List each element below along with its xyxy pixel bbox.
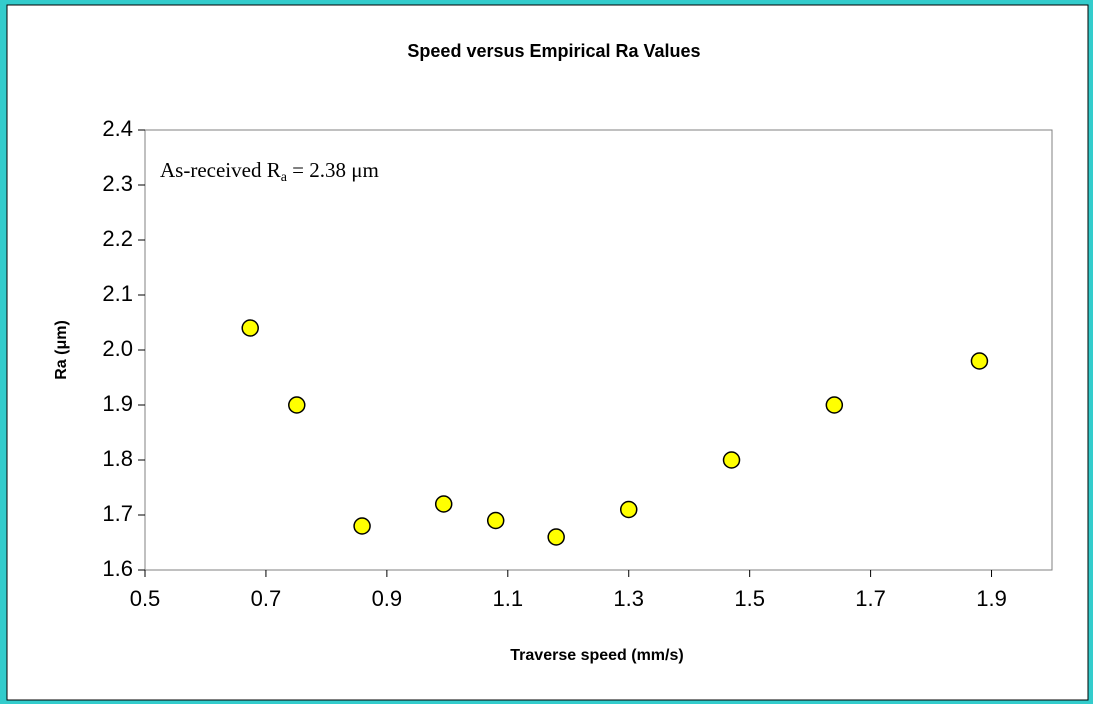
x-tick-label: 1.9 (976, 586, 1007, 611)
annotation-rest: = 2.38 μm (287, 158, 379, 182)
y-tick-label: 2.4 (102, 116, 133, 141)
data-point (241, 319, 259, 337)
data-point (722, 451, 741, 469)
data-point (353, 517, 371, 535)
y-axis-label: Ra (μm) (53, 320, 70, 380)
data-point (434, 495, 453, 513)
y-tick-label: 2.1 (102, 281, 133, 306)
x-tick-label: 0.5 (130, 586, 161, 611)
data-point (486, 511, 505, 530)
y-tick-label: 1.9 (102, 391, 133, 416)
x-tick-label: 1.3 (613, 586, 644, 611)
data-point (970, 352, 989, 370)
x-tick-label: 0.9 (372, 586, 403, 611)
x-axis-label: Traverse speed (mm/s) (510, 647, 683, 664)
y-tick-label: 2.2 (102, 226, 133, 251)
data-point (825, 396, 844, 414)
y-tick-label: 1.7 (102, 501, 133, 526)
annotation-sub: a (281, 170, 288, 185)
y-tick-label: 2.0 (102, 336, 133, 361)
data-point (619, 500, 638, 519)
x-tick-label: 1.1 (493, 586, 524, 611)
annotation: As-received Ra = 2.38 μm (160, 158, 379, 185)
x-tick-label: 0.7 (251, 586, 282, 611)
x-tick-label: 1.5 (734, 586, 765, 611)
chart-title: Speed versus Empirical Ra Values (407, 41, 700, 61)
data-point (547, 528, 565, 546)
y-tick-label: 1.6 (102, 556, 133, 581)
chart-frame (6, 4, 1089, 701)
data-point (288, 396, 306, 414)
y-tick-label: 2.3 (102, 171, 133, 196)
y-tick-label: 1.8 (102, 446, 133, 471)
annotation-text: As-received R (160, 158, 281, 182)
x-tick-label: 1.7 (855, 586, 886, 611)
